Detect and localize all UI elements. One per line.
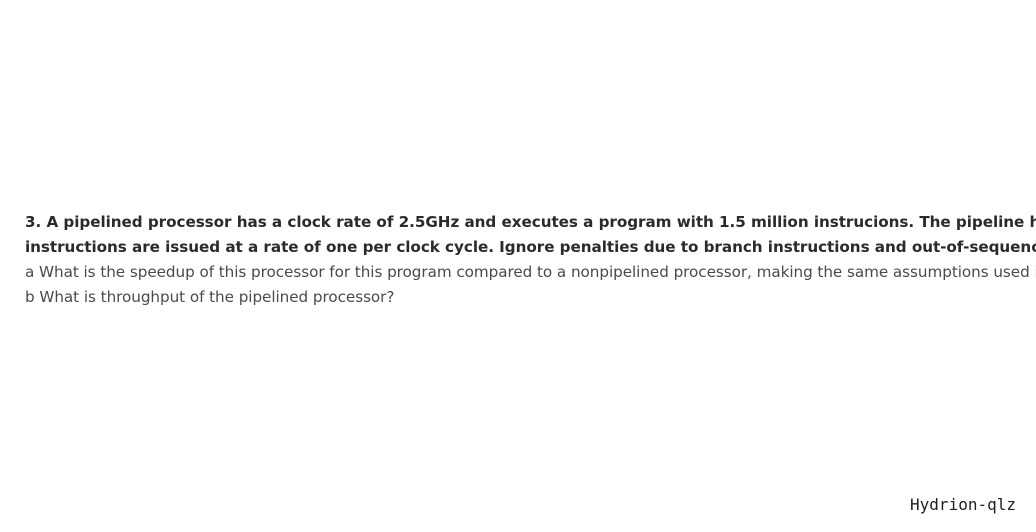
watermark: Hydrion-qlz [910,495,1016,514]
question-text-line-2: instructions are issued at a rate of one… [25,238,1036,256]
question-text-line-1: 3. A pipelined processor has a clock rat… [25,213,1036,231]
question-part-a: a What is the speedup of this processor … [25,263,1036,281]
question-part-b: b What is throughput of the pipelined pr… [25,288,395,306]
question-block: 3. A pipelined processor has a clock rat… [25,210,1036,310]
